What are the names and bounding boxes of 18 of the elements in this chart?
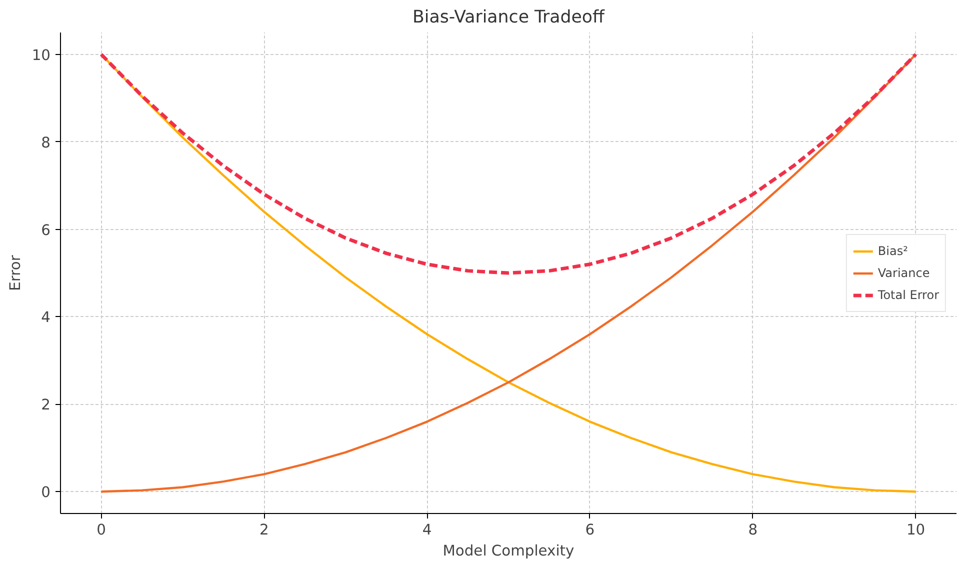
y-tick-label: 8 xyxy=(41,134,51,152)
x-tick-label: 10 xyxy=(906,522,926,538)
x-tick-label: 6 xyxy=(585,522,595,538)
y-tick-label: 10 xyxy=(32,46,51,64)
y-tick-label: 4 xyxy=(41,309,51,326)
x-tick-label: 4 xyxy=(422,522,432,538)
y-tick-label: 0 xyxy=(41,484,51,502)
y-tick-label: 6 xyxy=(41,222,51,239)
legend-label: Bias² xyxy=(878,244,908,258)
legend-label: Total Error xyxy=(878,288,939,302)
x-tick-label: 8 xyxy=(748,522,758,538)
y-tick-label: 2 xyxy=(41,396,51,414)
x-tick-label: 2 xyxy=(259,522,269,538)
chart-title: Bias-Variance Tradeoff xyxy=(412,8,606,28)
x-tick-label: 0 xyxy=(96,522,106,538)
x-axis-title: Model Complexity xyxy=(442,542,575,560)
y-axis-title: Error xyxy=(6,254,24,291)
legend-label: Variance xyxy=(878,266,930,280)
